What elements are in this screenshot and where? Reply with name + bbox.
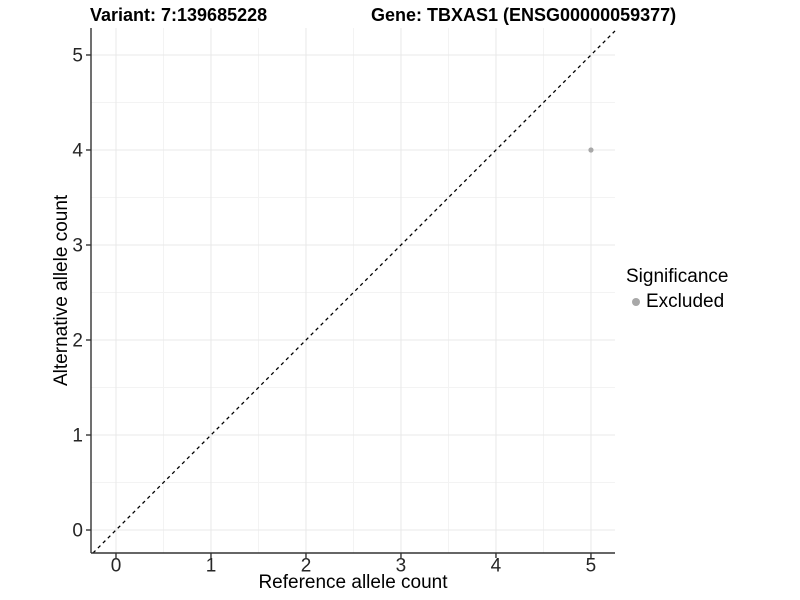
x-axis-title: Reference allele count: [258, 572, 448, 593]
x-tick-label: 2: [301, 556, 312, 577]
y-axis-title: Alternative allele count: [51, 194, 72, 387]
x-tick-label: 3: [396, 556, 407, 577]
data-point: [588, 147, 594, 153]
legend: Significance Excluded: [626, 266, 728, 313]
legend-item-excluded: Excluded: [626, 291, 728, 313]
plot-title-variant: Variant: 7:139685228: [90, 5, 268, 25]
x-tick-label: 1: [206, 556, 217, 577]
x-tick-label: 4: [491, 556, 502, 577]
legend-title: Significance: [626, 266, 729, 287]
y-tick-label: 5: [72, 45, 83, 66]
identity-line: [92, 30, 616, 554]
y-tick-label: 1: [72, 426, 83, 447]
y-tick-label: 2: [72, 330, 83, 351]
y-tick-label: 3: [72, 235, 83, 256]
plot-title-gene: Gene: TBXAS1 (ENSG00000059377): [371, 5, 677, 25]
y-tick-label: 0: [72, 521, 83, 542]
y-tick-label: 4: [72, 140, 83, 161]
legend-item-label: Excluded: [646, 291, 725, 312]
x-tick-label: 5: [586, 556, 597, 577]
x-tick-label: 0: [111, 556, 122, 577]
legend-key-circle-icon: [632, 298, 640, 306]
